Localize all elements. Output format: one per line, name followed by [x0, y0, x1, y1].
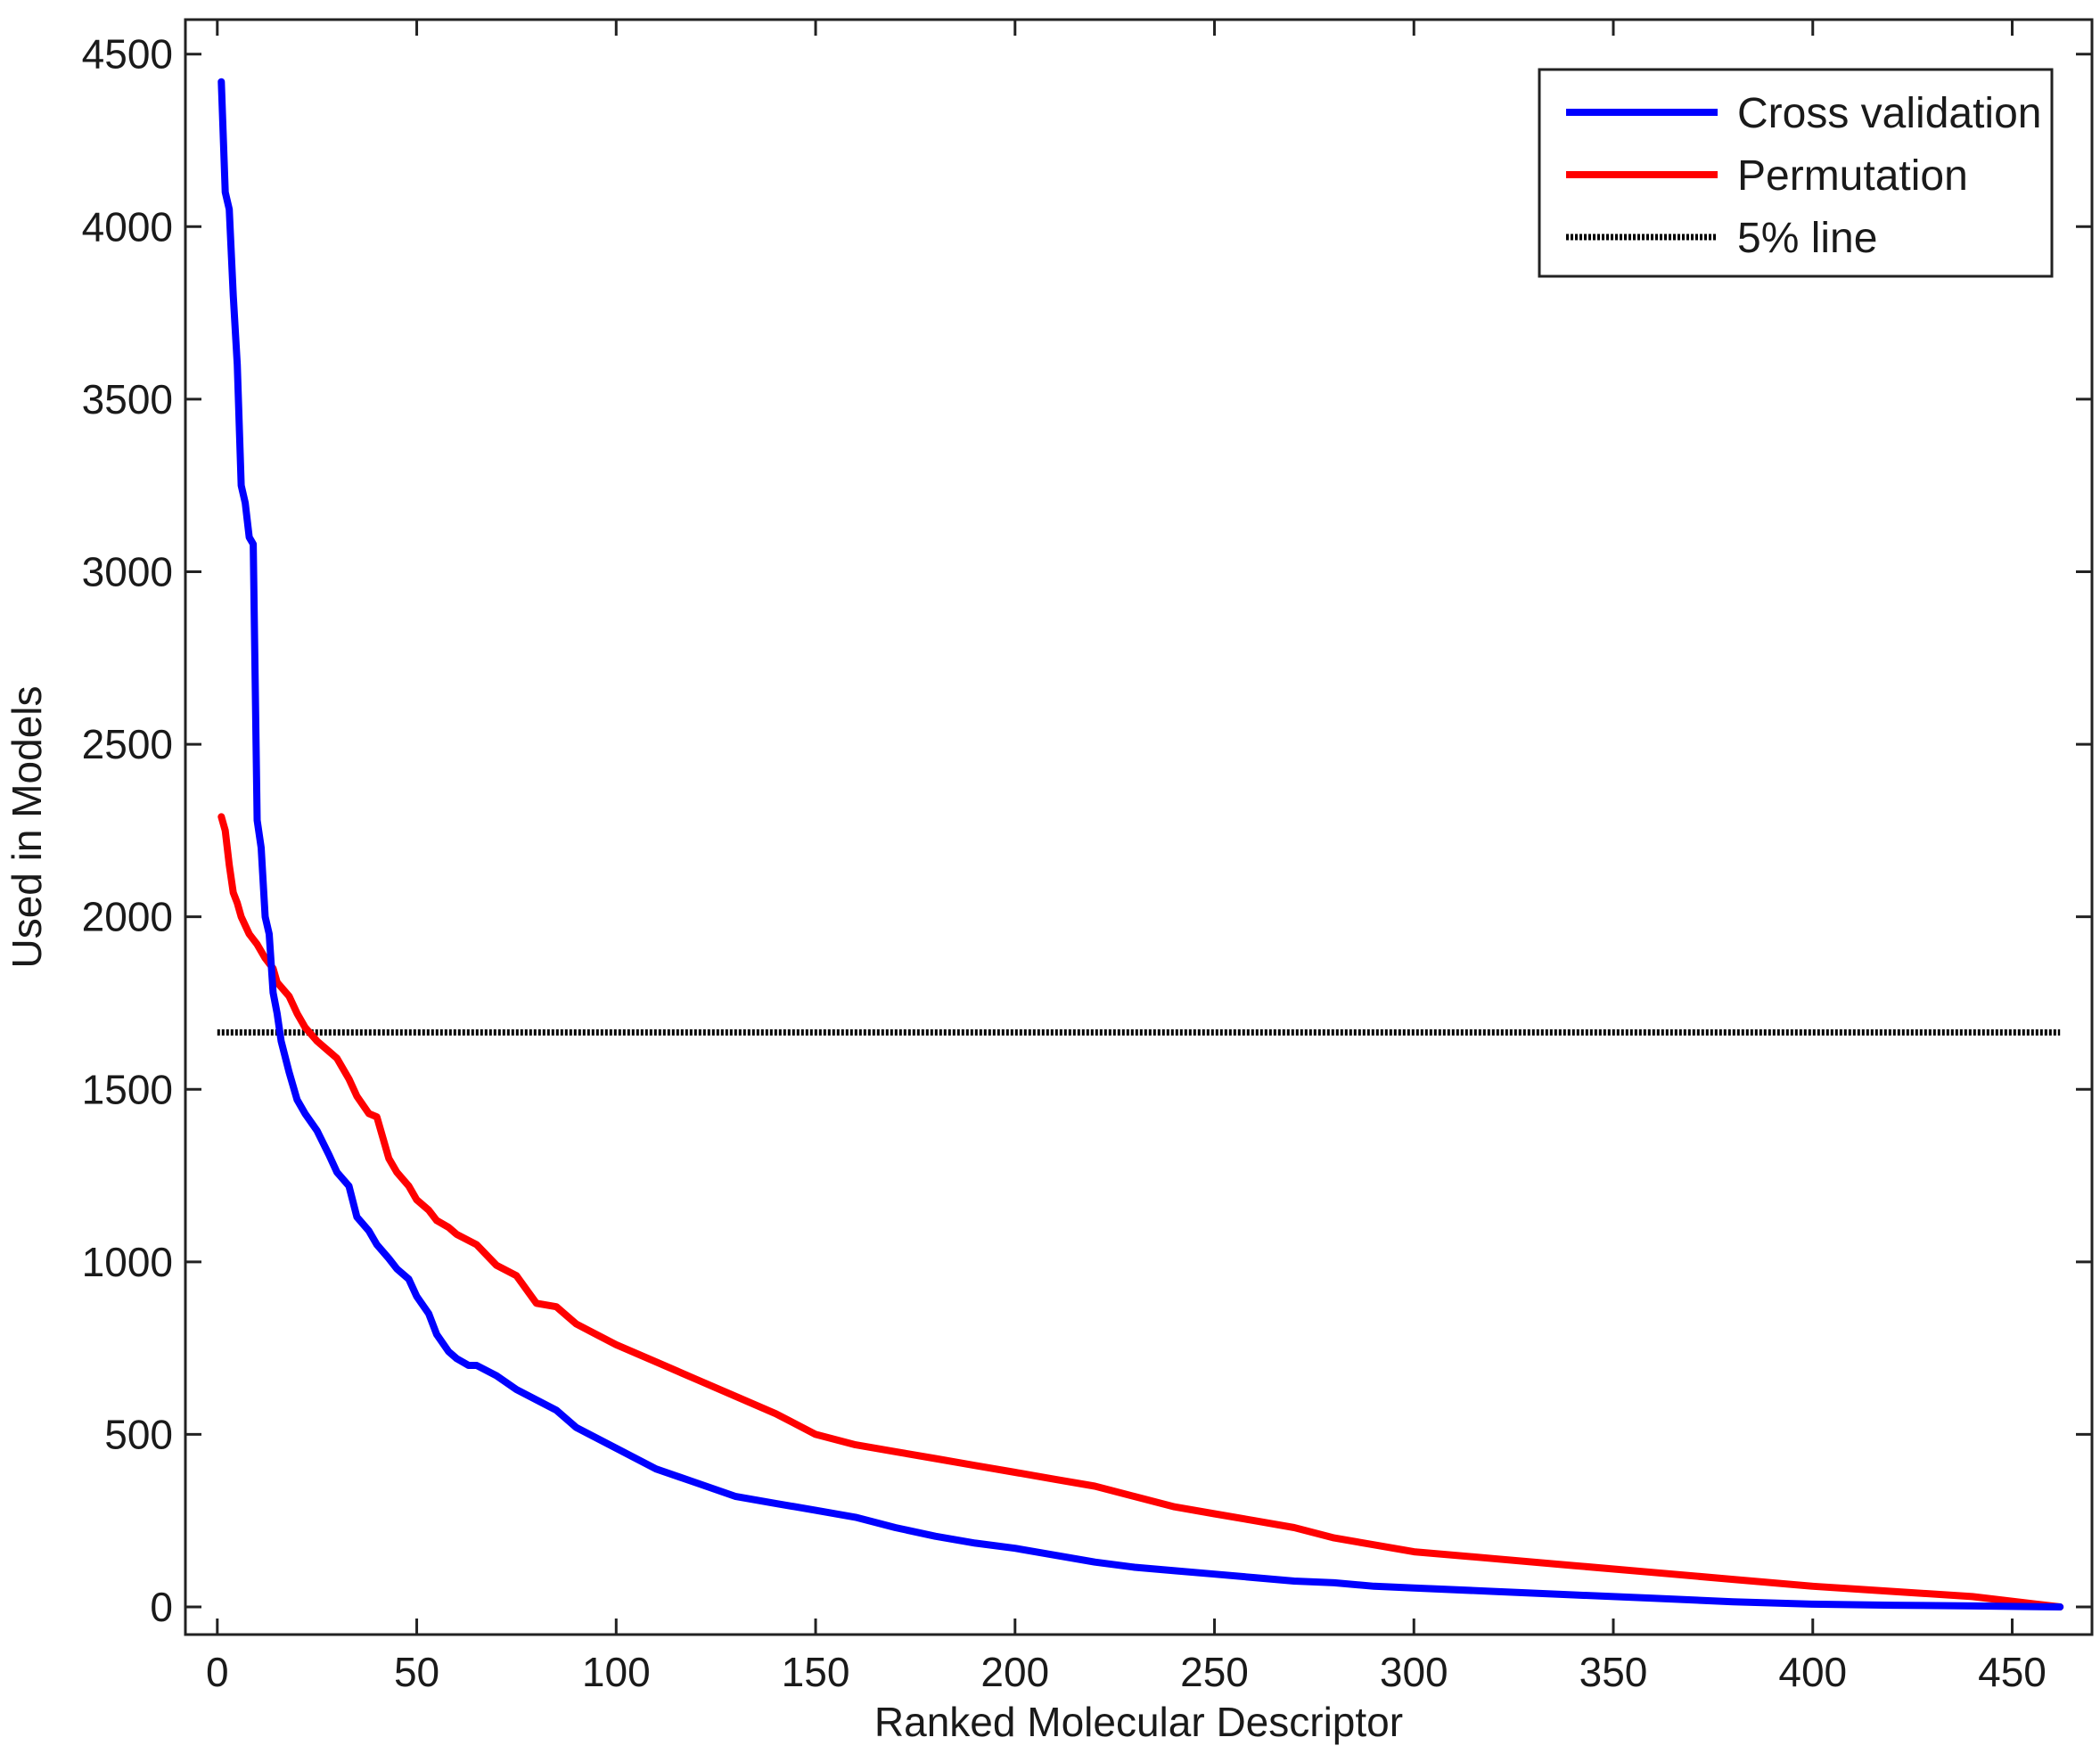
y-axis: 0 500 1000 1500 2000 2500 3000 3500 4000 4500: [82, 31, 2092, 1630]
x-tick-label: 150: [782, 1649, 850, 1695]
plot-area: [184, 18, 2094, 1636]
x-tick-label: 300: [1380, 1649, 1448, 1695]
legend-entry-cross-validation: Cross validation: [1566, 90, 2041, 137]
series-line-permutation: [217, 813, 2064, 1610]
y-tick-label: 2500: [82, 721, 173, 767]
y-tick-label: 2000: [82, 894, 173, 940]
x-tick-label: 0: [206, 1649, 229, 1695]
x-tick-label: 400: [1778, 1649, 1847, 1695]
legend-label-cross-validation: Cross validation: [1737, 90, 2041, 137]
y-tick-label: 0: [150, 1584, 173, 1630]
y-axis-label: Used in Models: [4, 685, 50, 968]
series-line-cross-validation: [217, 78, 2064, 1610]
x-tick-label: 200: [980, 1649, 1049, 1695]
y-tick-label: 3000: [82, 548, 173, 594]
series-layer: [217, 78, 2064, 1610]
legend-entry-5-percent-line: 5% line: [1566, 215, 1877, 262]
axes-frame: [184, 18, 2094, 1636]
legend-label-5-percent-line: 5% line: [1737, 215, 1877, 262]
legend: Cross validation Permutation 5% line: [1538, 68, 2054, 278]
y-tick-label: 1000: [82, 1239, 173, 1285]
legend-label-permutation: Permutation: [1737, 152, 1968, 200]
x-tick-label: 350: [1579, 1649, 1648, 1695]
x-axis-label: Ranked Molecular Descriptor: [874, 1699, 1403, 1745]
y-tick-label: 1500: [82, 1066, 173, 1112]
y-tick-label: 3500: [82, 376, 173, 422]
x-axis: 0 50 100 150 200 250 300 350 400 450: [206, 20, 2047, 1695]
x-tick-label: 100: [582, 1649, 651, 1695]
x-tick-label: 450: [1978, 1649, 2047, 1695]
x-tick-label: 250: [1180, 1649, 1249, 1695]
y-tick-label: 500: [104, 1411, 173, 1457]
y-tick-label: 4500: [82, 31, 173, 78]
y-tick-label: 4000: [82, 203, 173, 250]
legend-entry-permutation: Permutation: [1566, 152, 1968, 200]
x-tick-label: 50: [394, 1649, 439, 1695]
